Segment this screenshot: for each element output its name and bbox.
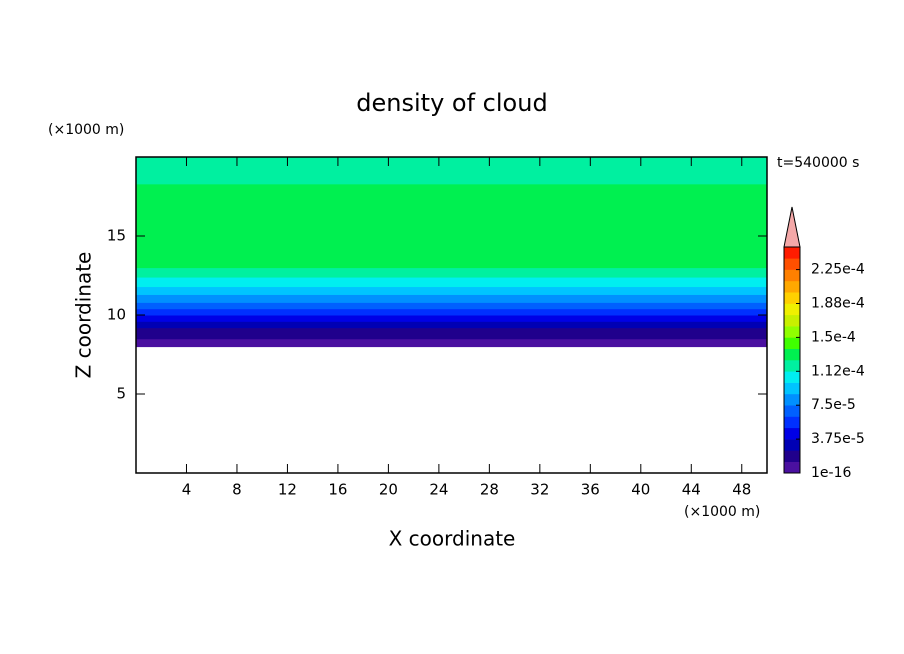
x-tick-label: 32 — [530, 481, 549, 499]
colorbar-frame — [783, 246, 801, 474]
colorbar-swatch — [784, 371, 800, 383]
time-label: t=540000 s — [777, 155, 859, 171]
contour-band — [136, 327, 767, 335]
contour-band — [136, 315, 767, 322]
contour-band — [136, 277, 767, 288]
contour-band — [136, 333, 767, 340]
x-tick-label: 16 — [328, 481, 347, 499]
contour-band — [136, 267, 767, 278]
colorbar-swatch — [784, 269, 800, 282]
chart-title: density of cloud — [356, 89, 547, 117]
x-tick-label: 44 — [682, 481, 701, 499]
colorbar-tick-label: 7.5e-5 — [811, 397, 856, 413]
contour-band — [136, 302, 767, 310]
x-tick-label: 4 — [182, 481, 192, 499]
x-tick-label: 24 — [429, 481, 448, 499]
contour-band — [136, 183, 767, 269]
colorbar-swatch — [784, 439, 800, 451]
y-tick-label: 10 — [107, 306, 126, 324]
colorbar-swatch — [784, 416, 800, 429]
colorbar-swatch — [784, 247, 800, 259]
x-tick-label: 12 — [278, 481, 297, 499]
x-tick-label: 48 — [732, 481, 751, 499]
colorbar-tick-label: 2.25e-4 — [811, 262, 865, 278]
colorbar-swatch — [784, 292, 800, 304]
colorbar-swatch — [784, 360, 800, 372]
colorbar-swatch — [784, 348, 800, 361]
y-unit: (×1000 m) — [48, 122, 124, 138]
contour-band — [136, 308, 767, 316]
colorbar-swatch — [784, 314, 800, 327]
colorbar-tick-label: 1.88e-4 — [811, 296, 865, 312]
colorbar-tick-label: 1.12e-4 — [811, 363, 865, 379]
colorbar-swatch — [784, 461, 800, 474]
y-axis-label: Z coordinate — [72, 252, 96, 379]
contour-band — [136, 321, 767, 329]
colorbar-swatch — [784, 337, 800, 349]
colorbar-tick-label: 1.5e-4 — [811, 329, 856, 345]
colorbar-swatch — [784, 280, 800, 293]
y-tick-label: 15 — [107, 227, 126, 245]
colorbar-swatch — [784, 382, 800, 395]
colorbar-swatch — [784, 303, 800, 316]
contour-band — [136, 286, 767, 295]
colorbar-swatch — [784, 326, 800, 338]
colorbar-swatch — [784, 393, 800, 406]
colorbar-swatch — [784, 258, 800, 270]
contour-band — [136, 157, 767, 185]
colorbar-extend — [783, 206, 801, 248]
colorbar-swatch — [784, 405, 800, 417]
x-axis-label: X coordinate — [389, 527, 516, 551]
x-tick-label: 28 — [480, 481, 499, 499]
y-tick-label: 5 — [116, 385, 126, 403]
colorbar-tick-label: 1e-16 — [811, 465, 851, 481]
contour-band — [136, 338, 767, 348]
colorbar-swatch — [784, 450, 800, 462]
colorbar-swatch — [784, 427, 800, 440]
colorbar-tick-label: 3.75e-5 — [811, 431, 865, 447]
x-tick-label: 40 — [631, 481, 650, 499]
x-tick-label: 36 — [581, 481, 600, 499]
x-unit: (×1000 m) — [684, 504, 760, 520]
x-tick-label: 20 — [379, 481, 398, 499]
x-tick-label: 8 — [232, 481, 242, 499]
contour-band — [136, 294, 767, 303]
